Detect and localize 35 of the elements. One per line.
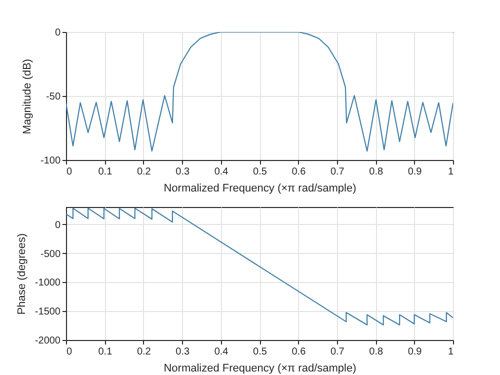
x-tick-label: 1 [448, 166, 454, 178]
x-tick-label: 0.5 [253, 166, 268, 178]
x-tick-label: 0.5 [253, 346, 268, 358]
y-tick-label: -1500 [34, 306, 61, 318]
y-tick-label: 0 [54, 220, 61, 231]
x-axis-title: Normalized Frequency (×π rad/sample) [164, 182, 356, 194]
x-tick-label: 0.6 [292, 166, 306, 178]
y-tick-label: -50 [46, 92, 61, 102]
x-tick-label: 0.4 [214, 166, 229, 178]
line-series [66, 208, 453, 326]
y-axis-title: Magnitude (dB) [21, 58, 34, 134]
x-tick-label: 0.1 [98, 346, 113, 358]
x-tick-label: 0.3 [176, 346, 190, 358]
x-axis-title: Normalized Frequency (×π rad/sample) [164, 362, 356, 374]
x-tick-label: 0.3 [176, 166, 190, 178]
y-tick-label: 0 [54, 28, 61, 38]
x-tick-label: 0.4 [214, 346, 229, 358]
x-tick-label: 0 [66, 346, 72, 358]
y-axis-title: Phase (degrees) [16, 233, 28, 315]
x-tick-label: 0.7 [330, 346, 345, 358]
x-tick-label: 0 [66, 166, 72, 178]
x-tick-label: 0.7 [330, 166, 345, 178]
x-tick-label: 0.8 [369, 346, 384, 358]
y-tick-label: -2000 [34, 336, 61, 346]
x-tick-label: 0.1 [98, 166, 113, 178]
x-tick-label: 0.6 [292, 346, 306, 358]
x-tick-label: 0.9 [408, 346, 422, 358]
y-tick-label: -500 [40, 248, 61, 260]
x-tick-label: 0.2 [136, 346, 152, 358]
x-tick-label: 0.8 [369, 166, 384, 178]
y-tick-label: -100 [40, 156, 61, 166]
y-tick-label: -1000 [34, 278, 61, 289]
x-tick-label: 0.9 [408, 166, 422, 178]
x-tick-label: 0.2 [136, 166, 152, 178]
x-tick-label: 1 [448, 346, 454, 358]
